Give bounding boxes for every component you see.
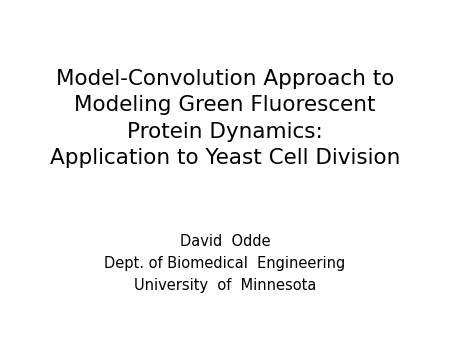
Text: David  Odde
Dept. of Biomedical  Engineering
University  of  Minnesota: David Odde Dept. of Biomedical Engineeri… [104,234,346,293]
Text: Model-Convolution Approach to
Modeling Green Fluorescent
Protein Dynamics:
Appli: Model-Convolution Approach to Modeling G… [50,69,400,168]
